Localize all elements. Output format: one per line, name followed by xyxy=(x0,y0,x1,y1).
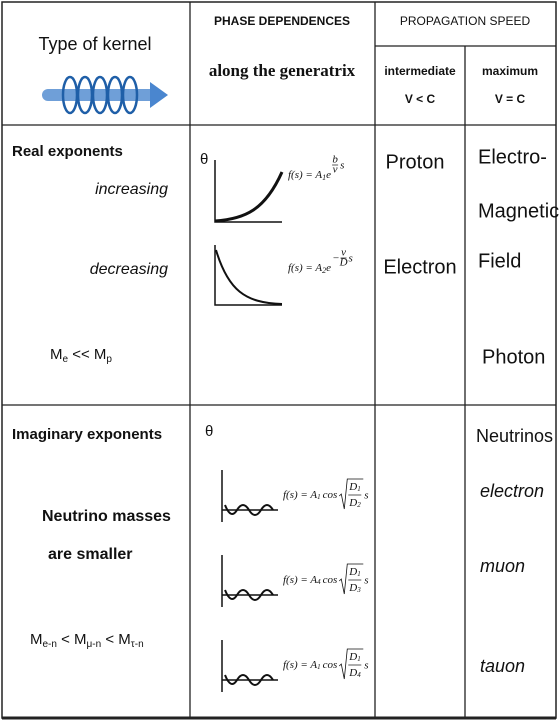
decay-graph xyxy=(214,245,283,306)
formula-den-letter: D xyxy=(348,582,357,594)
formula: f(s) = A1 cos xyxy=(283,659,337,671)
growth-graph xyxy=(214,160,284,223)
mass-symbol: M xyxy=(30,631,43,648)
field: Field xyxy=(478,250,521,272)
formula-num-letter: D xyxy=(348,651,357,663)
formula-var: s xyxy=(364,660,368,672)
mass-symbol: M xyxy=(50,346,63,363)
neutrinos: Neutrinos xyxy=(476,426,553,446)
formula-var: s xyxy=(340,160,344,172)
radical xyxy=(338,563,364,595)
header-kernel: Type of kernel xyxy=(38,34,151,54)
header-speed-title: PROPAGATION SPEED xyxy=(400,14,531,28)
radical xyxy=(338,648,364,680)
axis-label: θ xyxy=(205,423,213,440)
formula-num-letter: D xyxy=(348,481,357,493)
particle: Proton xyxy=(386,151,445,173)
formula: f(s) = A2e xyxy=(288,262,331,275)
row-kernel-case: increasing xyxy=(95,181,168,198)
neutrino-flavor: muon xyxy=(480,556,525,576)
spring-icon xyxy=(42,75,168,115)
row-kernel: Imaginary exponents xyxy=(12,426,162,443)
axis-label: θ xyxy=(200,151,208,168)
formula-num: D1 xyxy=(348,481,360,493)
mass-subscript: e-n xyxy=(43,639,57,650)
formula-num: D1 xyxy=(348,566,360,578)
particle: Electron xyxy=(383,256,456,278)
formula-num-sub: 1 xyxy=(357,570,361,578)
formula-den: D3 xyxy=(348,582,361,594)
mass-subscript: p xyxy=(106,354,112,365)
formula-var: s xyxy=(364,490,368,502)
formula-num-letter: D xyxy=(348,566,357,578)
formula-den: D xyxy=(339,257,348,269)
row-note: are smaller xyxy=(48,546,133,563)
formula-den-sub: 2 xyxy=(357,501,361,509)
row-kernel: Real exponents xyxy=(12,143,123,160)
formula-den-letter: D xyxy=(348,497,357,509)
header-phase-title: PHASE DEPENDENCES xyxy=(214,14,350,28)
formula-num: v xyxy=(341,247,346,259)
formula-num: D1 xyxy=(348,651,360,663)
header-phase-subtitle: along the generatrix xyxy=(209,61,356,80)
formula-sub: 1 xyxy=(317,663,321,671)
radical xyxy=(338,478,364,510)
formula-var: s xyxy=(349,253,353,265)
row-kernel-case: decreasing xyxy=(90,261,168,278)
header-intermediate-speed: V < C xyxy=(405,92,436,106)
formula-sign: − xyxy=(332,253,339,265)
neutrino-flavor: tauon xyxy=(480,656,525,676)
mass-subscript: e xyxy=(63,354,69,365)
field: Electro- xyxy=(478,146,547,168)
masses: Me-n < Mμ-n < Mτ-n xyxy=(30,631,144,650)
formula-lhs: f(s) = A xyxy=(288,169,322,181)
row-note: Neutrino masses xyxy=(42,508,171,525)
formula-sub: 1 xyxy=(322,173,326,182)
formula-den-letter: D xyxy=(348,667,357,679)
formula-lhs: f(s) = A xyxy=(283,659,317,671)
formula-sub: 1 xyxy=(317,493,321,501)
formula-den: D4 xyxy=(348,667,361,679)
mass-symbol: << M xyxy=(68,346,106,363)
header-maximum: maximum xyxy=(482,64,538,78)
formula-num: b xyxy=(332,154,338,166)
formula-lhs: f(s) = A xyxy=(288,262,322,274)
formula: f(s) = A1e xyxy=(288,169,331,182)
mass-subscript: μ-n xyxy=(87,639,102,650)
formula-den: v xyxy=(333,164,338,176)
neutrino-flavor: electron xyxy=(480,481,544,501)
formula-num-sub: 1 xyxy=(357,655,361,663)
formula-sub: 2 xyxy=(322,266,326,275)
wave-graphs xyxy=(221,470,278,692)
formula-var: s xyxy=(364,575,368,587)
formula-fn: cos xyxy=(323,574,338,586)
formula: f(s) = A4 cos xyxy=(283,574,337,586)
formula: f(s) = A1 cos xyxy=(283,489,337,501)
mass-symbol: < M xyxy=(101,631,131,648)
formula-lhs: f(s) = A xyxy=(283,489,317,501)
formula-base: e xyxy=(326,169,331,181)
header-maximum-speed: V = C xyxy=(495,92,526,106)
formula-fn: cos xyxy=(323,659,338,671)
mass-subscript: τ-n xyxy=(131,639,144,650)
formula-lhs: f(s) = A xyxy=(283,574,317,586)
formula-sub: 4 xyxy=(317,578,321,586)
formula-den: D2 xyxy=(348,497,361,509)
formula-base: e xyxy=(326,262,331,274)
formula-den-sub: 3 xyxy=(356,586,361,594)
header-intermediate: intermediate xyxy=(384,64,456,78)
formula-fn: cos xyxy=(323,489,338,501)
formula-den-sub: 4 xyxy=(357,671,361,679)
formula-num-sub: 1 xyxy=(357,485,361,493)
field: Magnetic xyxy=(478,200,559,222)
field: Photon xyxy=(482,346,545,368)
mass-symbol: < M xyxy=(57,631,87,648)
masses: Me << Mp xyxy=(50,346,112,365)
